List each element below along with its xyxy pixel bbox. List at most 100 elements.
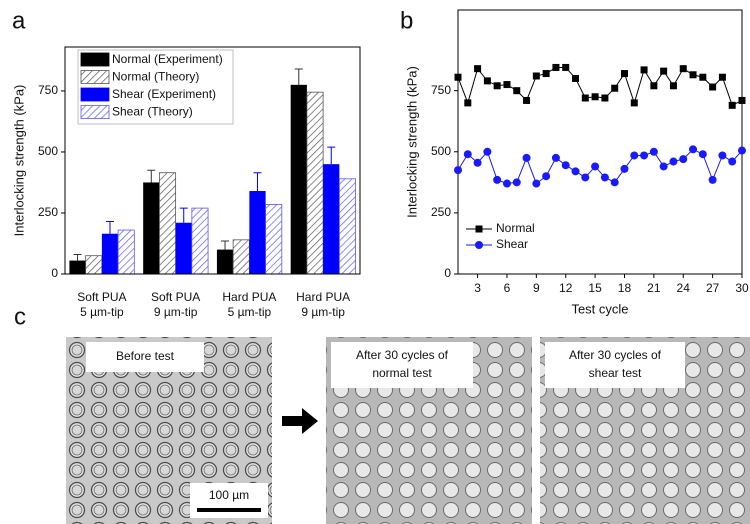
- point: [630, 99, 638, 107]
- point: [738, 96, 746, 104]
- point: [591, 93, 599, 101]
- x-tick-label: 12: [559, 281, 573, 295]
- point: [503, 81, 511, 89]
- error-bar: [73, 253, 82, 261]
- x-tick-label: 9: [533, 281, 540, 295]
- legend-label: Shear: [496, 237, 528, 251]
- point: [611, 84, 619, 92]
- bar: [290, 84, 307, 274]
- point: [512, 178, 521, 187]
- x-tick-label: 21: [647, 281, 661, 295]
- x-tick-label: 18: [618, 281, 632, 295]
- legend-label: Shear (Theory): [112, 105, 193, 119]
- bar: [69, 260, 86, 274]
- x-tick-label: 30: [735, 281, 749, 295]
- x-axis-title: Test cycle: [571, 301, 628, 316]
- micrograph-label: After 30 cycles of: [356, 348, 449, 362]
- point: [669, 82, 677, 90]
- point: [454, 166, 462, 175]
- x-tick-label: 3: [474, 281, 481, 295]
- y-axis-title: Interlocking strength (kPa): [404, 66, 419, 218]
- bar: [101, 233, 119, 274]
- bar: [338, 178, 356, 275]
- arrow: [282, 408, 318, 434]
- point: [650, 82, 658, 90]
- x-tick-label: 9 µm-tip: [154, 305, 198, 319]
- legend-marker: [475, 225, 483, 233]
- x-tick-label: 5 µm-tip: [80, 305, 124, 319]
- point: [708, 175, 717, 184]
- bar: [249, 191, 266, 274]
- bar: [265, 204, 283, 275]
- x-tick-label: 5 µm-tip: [228, 305, 272, 319]
- point: [561, 161, 570, 170]
- legend-swatch: [80, 105, 110, 119]
- panel-label: b: [400, 7, 413, 34]
- point: [542, 70, 550, 78]
- point: [473, 158, 482, 167]
- point: [542, 172, 551, 181]
- label-box: [86, 342, 204, 372]
- point: [738, 146, 746, 155]
- bar: [117, 229, 135, 275]
- y-tick-label: 250: [431, 205, 451, 219]
- bar: [232, 239, 250, 275]
- error-bar: [253, 172, 262, 192]
- point: [532, 72, 540, 80]
- point: [581, 94, 589, 102]
- y-tick-label: 750: [431, 83, 451, 97]
- point: [454, 73, 462, 81]
- point: [601, 94, 609, 102]
- point: [620, 164, 629, 173]
- point: [660, 67, 668, 75]
- point: [699, 73, 707, 81]
- x-tick-label: Hard PUA: [222, 290, 276, 304]
- point: [689, 71, 697, 79]
- panel-label: c: [14, 303, 26, 330]
- point: [591, 162, 600, 171]
- point: [572, 74, 580, 82]
- y-tick-label: 750: [38, 83, 58, 97]
- micrograph-label: Before test: [116, 349, 175, 363]
- x-tick-label: 24: [677, 281, 691, 295]
- bar: [216, 249, 234, 274]
- point: [709, 83, 717, 91]
- y-tick-label: 0: [51, 266, 58, 280]
- x-tick-label: 9 µm-tip: [301, 305, 345, 319]
- x-tick-label: Soft PUA: [151, 290, 200, 304]
- point: [630, 151, 639, 160]
- y-tick-label: 0: [444, 266, 451, 280]
- y-tick-label: 500: [431, 144, 451, 158]
- x-tick-label: Soft PUA: [77, 290, 126, 304]
- point: [640, 66, 648, 74]
- bar: [306, 91, 324, 275]
- point: [571, 167, 580, 176]
- point: [523, 96, 531, 104]
- point: [463, 150, 472, 159]
- legend-label: Normal: [496, 221, 535, 235]
- bar: [175, 222, 192, 274]
- error-bar: [105, 221, 114, 234]
- error-bar: [327, 146, 336, 165]
- plot-frame: [64, 46, 361, 275]
- x-tick-label: 6: [504, 281, 511, 295]
- y-tick-label: 500: [38, 144, 58, 158]
- bar: [143, 182, 160, 274]
- panel-label: a: [12, 7, 26, 34]
- label-box: [545, 342, 685, 388]
- bar: [158, 172, 177, 275]
- point: [659, 162, 668, 171]
- micrograph-label: normal test: [372, 366, 432, 380]
- legend-label: Shear (Experiment): [112, 87, 216, 101]
- label-box: [331, 342, 473, 388]
- point: [562, 63, 570, 71]
- legend-swatch: [80, 52, 110, 67]
- point: [640, 151, 649, 160]
- error-bar: [221, 240, 230, 250]
- point: [493, 175, 502, 184]
- x-tick-label: Hard PUA: [296, 290, 350, 304]
- point: [620, 70, 628, 78]
- point: [649, 147, 658, 156]
- error-bar: [179, 207, 188, 223]
- micrograph-label: After 30 cycles of: [569, 348, 662, 362]
